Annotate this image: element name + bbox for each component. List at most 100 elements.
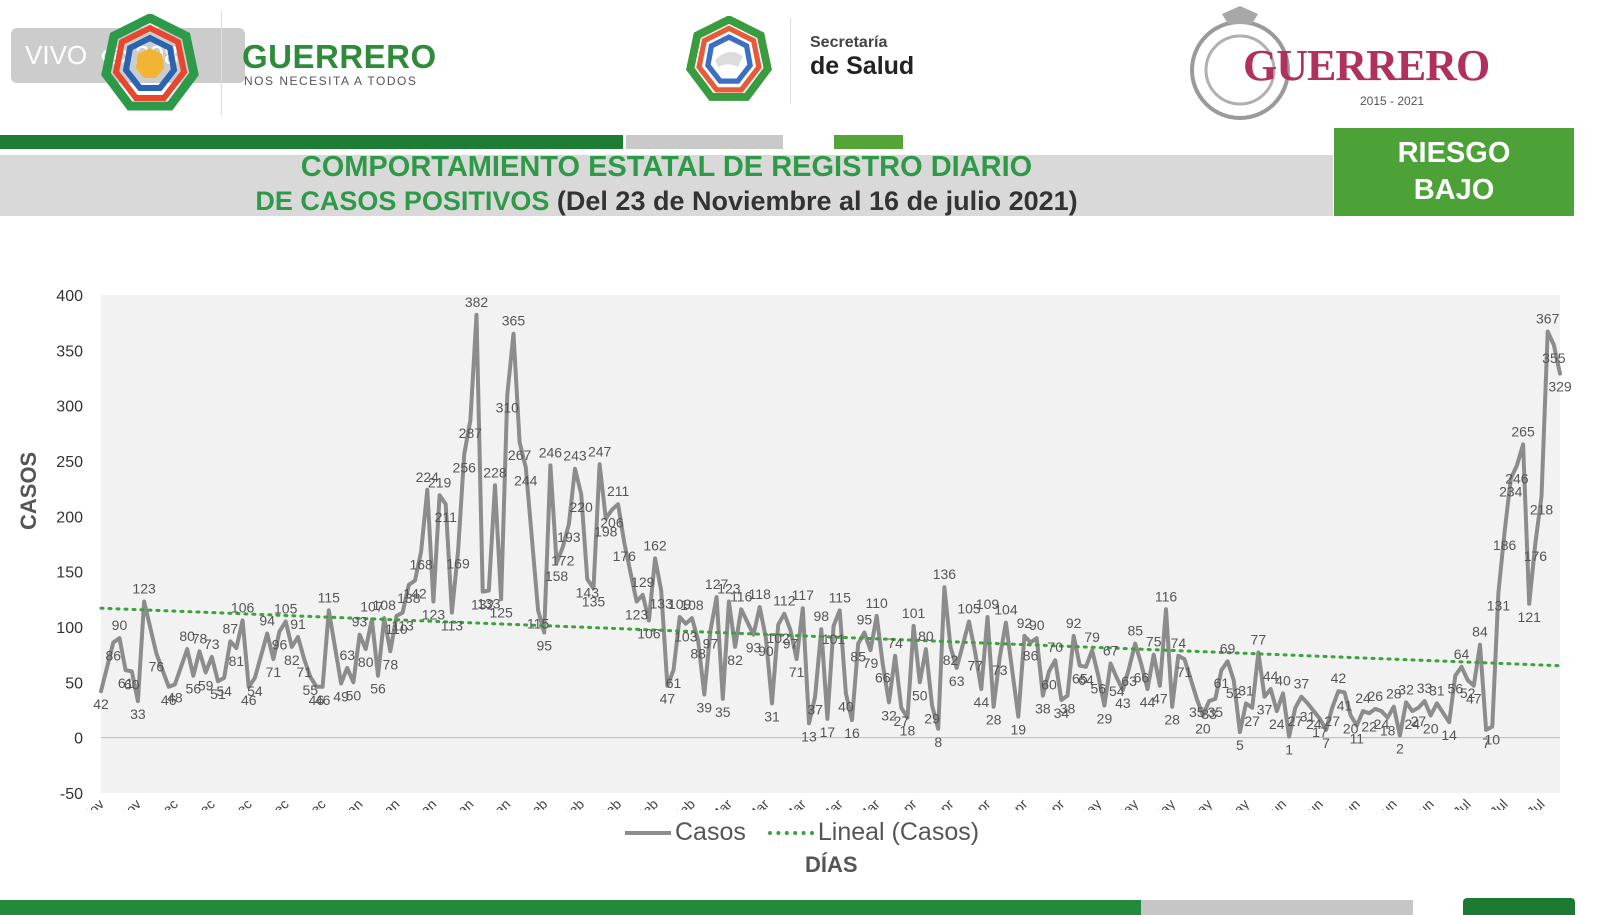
x-tick-label: 3-Jul (1441, 796, 1474, 810)
data-label: 246 (539, 444, 563, 460)
data-label: 92 (1017, 615, 1033, 631)
data-label: 56 (370, 681, 386, 697)
data-label: 67 (1103, 643, 1119, 659)
data-label: 85 (1127, 623, 1143, 639)
live-label: VIVO (25, 40, 88, 70)
data-label: 77 (967, 657, 983, 673)
data-label: 71 (789, 664, 805, 680)
data-label: 61 (118, 675, 134, 691)
data-label: 211 (435, 509, 458, 525)
data-label: 113 (441, 618, 464, 634)
data-label: 22 (1361, 718, 1377, 734)
y-tick-label: -50 (60, 786, 83, 803)
data-label: 176 (613, 548, 637, 564)
x-tick-label: 10-Jan (361, 796, 403, 810)
x-tick-label: 21-Jun (1358, 796, 1400, 810)
data-label: 56 (1091, 681, 1107, 697)
plot-area (101, 295, 1560, 793)
x-tick-label: 29-Dec (286, 796, 329, 810)
x-tick-label: 4-May (1066, 796, 1105, 810)
data-label: 91 (290, 616, 306, 632)
data-label: 5 (1236, 737, 1244, 753)
data-label: 265 (1511, 423, 1535, 439)
data-label: 113 (391, 618, 414, 634)
data-label: 193 (557, 529, 581, 545)
data-label: 287 (459, 425, 483, 441)
risk-badge: RIESGO BAJO (1334, 128, 1574, 216)
data-label: 31 (1429, 682, 1445, 698)
data-label: 16 (844, 725, 860, 741)
data-label: 38 (1035, 701, 1051, 717)
data-label: 78 (192, 630, 208, 646)
data-label: 76 (149, 659, 165, 675)
data-label: 158 (545, 568, 569, 584)
data-label: 77 (1251, 631, 1267, 647)
data-label: 27 (894, 713, 910, 729)
data-label: 78 (383, 656, 399, 672)
y-tick-label: 100 (56, 620, 83, 637)
data-label: 74 (887, 635, 903, 651)
x-tick-label: 17-Dec (212, 796, 255, 810)
data-label: 95 (536, 638, 552, 654)
cases-line-chart: -5005010015020025030035040023-Nov29-Nov5… (56, 288, 1572, 810)
data-label: 365 (502, 313, 526, 329)
data-label: 73 (992, 662, 1008, 678)
data-label: 24 (1355, 690, 1371, 706)
data-label: 136 (933, 566, 957, 582)
x-tick-label: 28-May (1208, 796, 1252, 810)
data-label: 37 (1257, 702, 1273, 718)
x-tick-label: 15-Jul (1509, 796, 1547, 810)
data-label: 92 (1066, 615, 1082, 631)
accent-bar-green (0, 135, 623, 149)
data-label: 29 (1097, 711, 1113, 727)
x-tick-label: 4-Jan (330, 796, 366, 810)
x-tick-label: 22-Apr (990, 796, 1031, 810)
data-label: 105 (274, 600, 298, 616)
data-label: 142 (403, 586, 427, 602)
data-label: 329 (1548, 379, 1572, 395)
x-tick-label: 29-Nov (101, 796, 144, 810)
data-label: 143 (576, 584, 600, 600)
x-tick-label: 22-Jan (435, 796, 477, 810)
data-label: 38 (1060, 701, 1076, 717)
data-label: 64 (1078, 672, 1094, 688)
data-label: 70 (1047, 639, 1063, 655)
secretaria-small: Secretaría (810, 34, 888, 51)
data-label: 66 (875, 670, 891, 686)
data-label: 7 (1482, 735, 1490, 751)
data-label: 31 (764, 708, 780, 724)
header-divider (221, 10, 222, 115)
data-label: 51 (210, 686, 226, 702)
data-label: 20 (1195, 721, 1211, 737)
data-label: 93 (746, 640, 762, 656)
x-tick-label: 27-Jun (1395, 796, 1437, 810)
data-label: 115 (318, 589, 341, 605)
data-label: 107 (360, 598, 384, 614)
data-label: 60 (124, 676, 140, 692)
state-seal-icon (1190, 6, 1290, 120)
data-label: 84 (1472, 624, 1488, 640)
data-label: 71 (266, 664, 282, 680)
data-label: 71 (1177, 664, 1193, 680)
data-label: 31 (1238, 682, 1254, 698)
data-label: 63 (1121, 673, 1137, 689)
data-label: 74 (1171, 635, 1187, 651)
data-label: 56 (186, 681, 202, 697)
data-label: 115 (829, 589, 852, 605)
x-tick-label: 28-Apr (1026, 796, 1067, 810)
data-label: 35 (1207, 704, 1223, 720)
data-label: 27 (1287, 713, 1303, 729)
data-label: 172 (551, 552, 575, 568)
data-label: 61 (1214, 675, 1230, 691)
data-label: 37 (1294, 676, 1310, 692)
data-label: 48 (167, 690, 183, 706)
x-tick-label: 5-Dec (143, 796, 181, 810)
data-label: 101 (902, 605, 926, 621)
data-label: 97 (783, 635, 799, 651)
state-word: GUERRERO (1243, 41, 1490, 90)
data-label: 106 (231, 599, 255, 615)
header-divider-2 (790, 18, 791, 104)
data-label: 123 (422, 607, 446, 623)
data-label: 65 (1072, 671, 1088, 687)
data-label: 28 (1164, 712, 1180, 728)
